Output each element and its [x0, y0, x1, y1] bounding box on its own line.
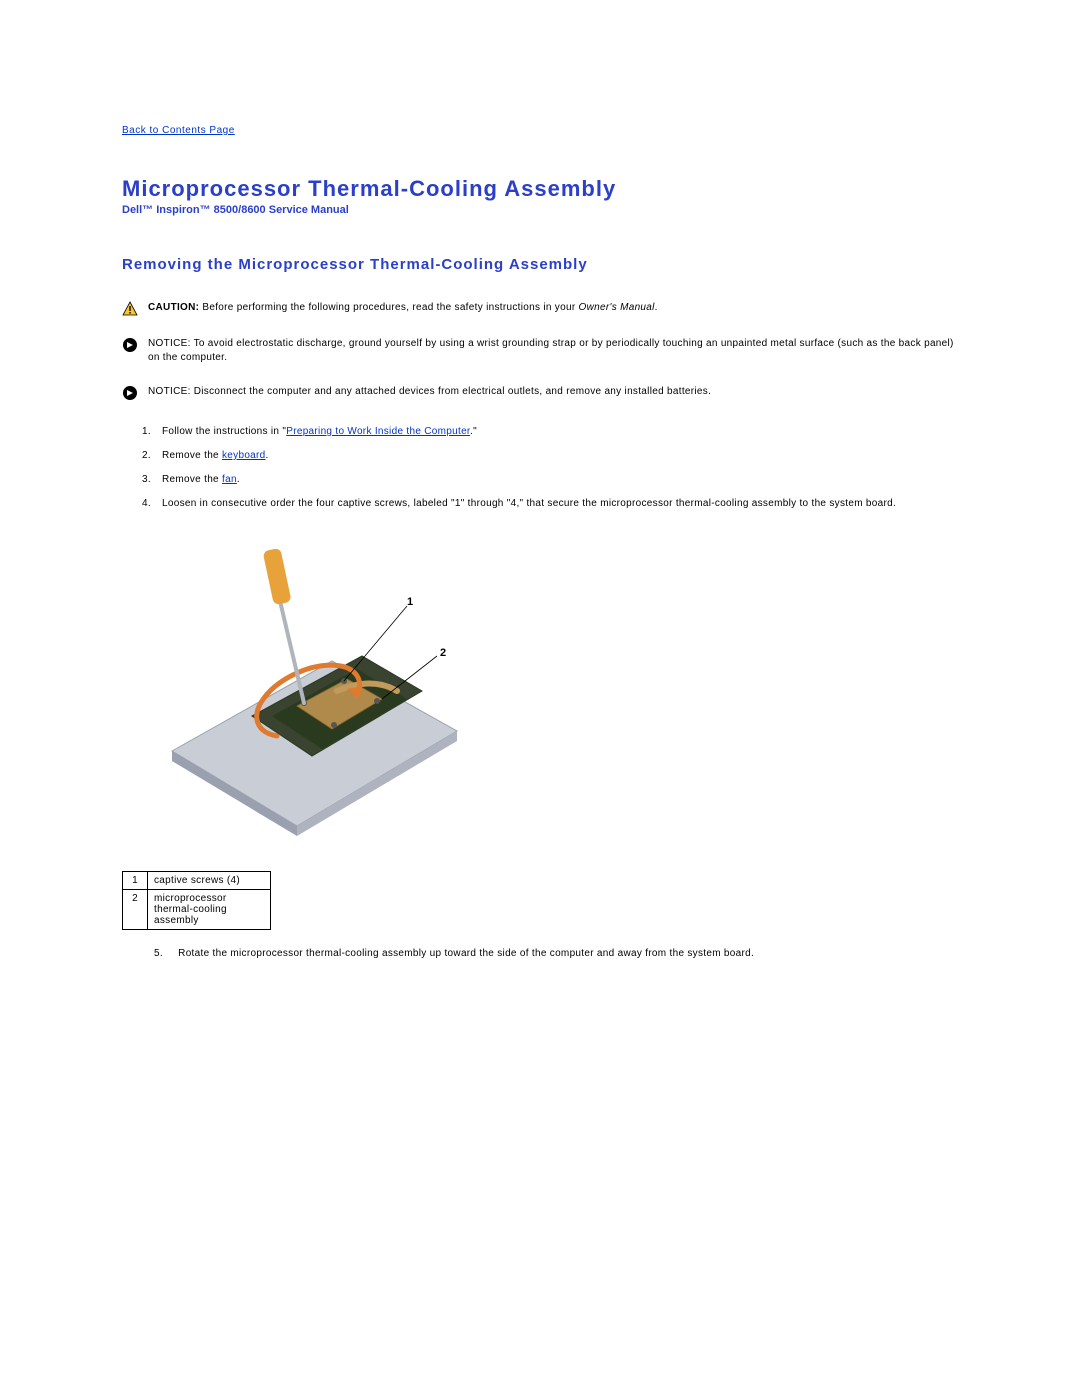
- notice-icon: [122, 337, 138, 353]
- back-to-contents-link[interactable]: Back to Contents Page: [122, 125, 235, 136]
- part-desc: captive screws (4): [148, 872, 271, 890]
- page-title: Microprocessor Thermal-Cooling Assembly: [122, 176, 958, 202]
- procedure-list: Follow the instructions in "Preparing to…: [122, 425, 958, 511]
- step-3: Remove the fan.: [154, 473, 958, 487]
- step-4: Loosen in consecutive order the four cap…: [154, 497, 958, 511]
- figure-callout-1: 1: [407, 596, 413, 608]
- section-heading: Removing the Microprocessor Thermal-Cool…: [122, 256, 958, 273]
- table-row: 2 microprocessor thermal-cooling assembl…: [123, 890, 271, 930]
- prep-link[interactable]: Preparing to Work Inside the Computer: [286, 426, 470, 437]
- keyboard-link[interactable]: keyboard: [222, 450, 266, 461]
- part-number: 1: [123, 872, 148, 890]
- table-row: 1 captive screws (4): [123, 872, 271, 890]
- figure-callout-2: 2: [440, 647, 446, 659]
- notice-power-text: NOTICE: Disconnect the computer and any …: [148, 385, 711, 399]
- notice-power: NOTICE: Disconnect the computer and any …: [122, 385, 958, 401]
- step-2: Remove the keyboard.: [154, 449, 958, 463]
- caution-icon: [122, 301, 138, 317]
- parts-legend-table: 1 captive screws (4) 2 microprocessor th…: [122, 871, 271, 930]
- fan-link[interactable]: fan: [222, 474, 237, 485]
- notice-esd: NOTICE: To avoid electrostatic discharge…: [122, 337, 958, 365]
- caution-text: CAUTION: Before performing the following…: [148, 301, 658, 315]
- step-1: Follow the instructions in "Preparing to…: [154, 425, 958, 439]
- assembly-figure: 1 2: [162, 541, 462, 841]
- notice-icon: [122, 385, 138, 401]
- part-desc: microprocessor thermal-cooling assembly: [148, 890, 271, 930]
- manual-subtitle: Dell™ Inspiron™ 8500/8600 Service Manual: [122, 204, 958, 216]
- notice-esd-text: NOTICE: To avoid electrostatic discharge…: [148, 337, 958, 365]
- caution-notice: CAUTION: Before performing the following…: [122, 301, 958, 317]
- document-page: Back to Contents Page Microprocessor The…: [0, 0, 1080, 1059]
- part-number: 2: [123, 890, 148, 930]
- step-5: 5. Rotate the microprocessor thermal-coo…: [154, 948, 958, 959]
